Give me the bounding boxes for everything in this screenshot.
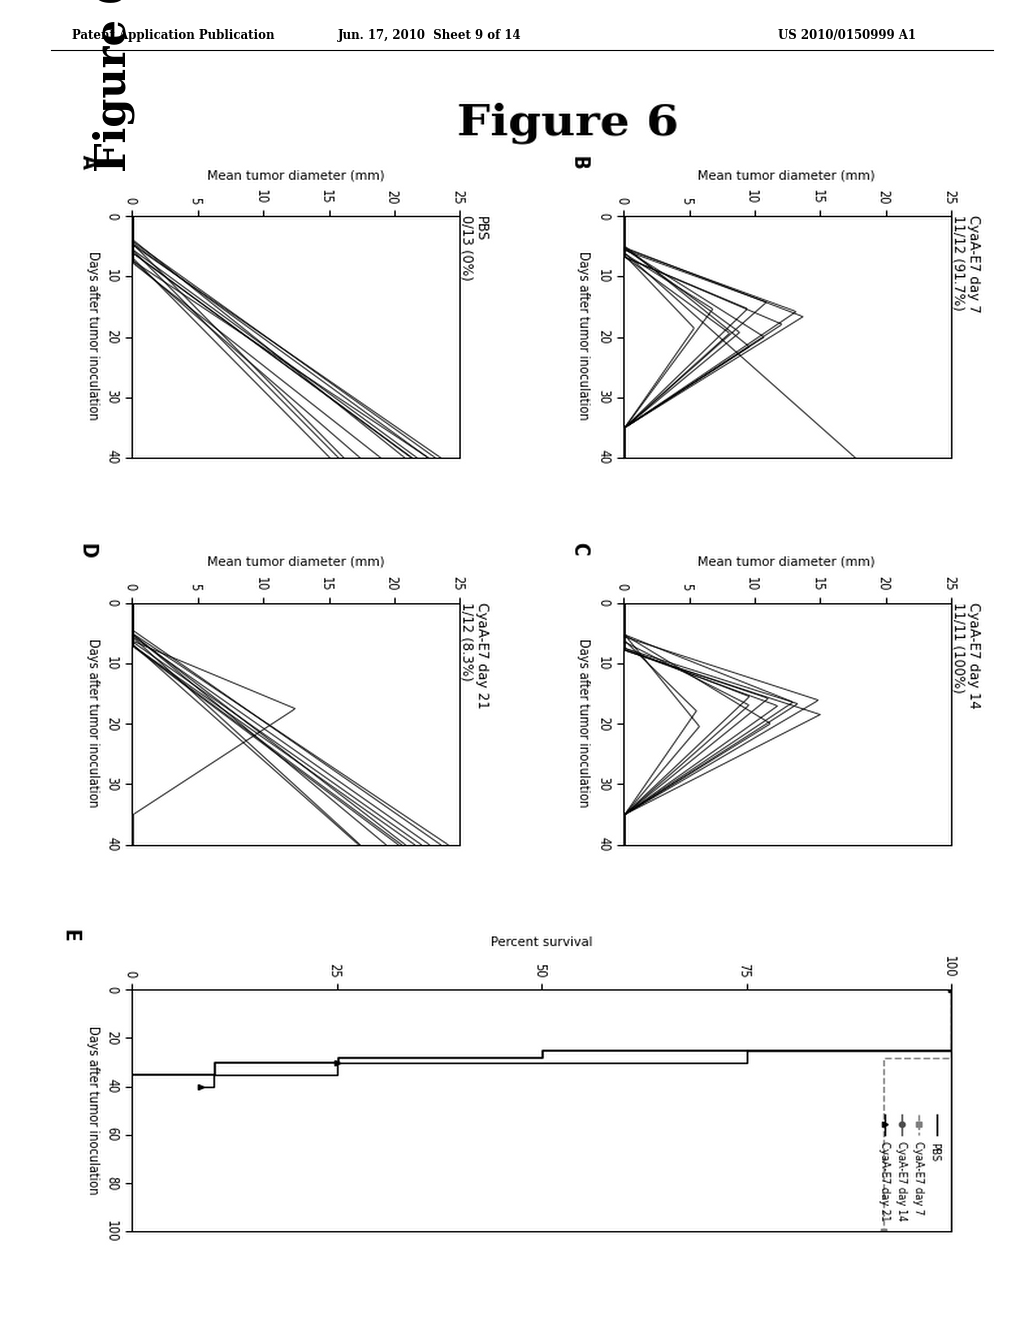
Text: Jun. 17, 2010  Sheet 9 of 14: Jun. 17, 2010 Sheet 9 of 14 xyxy=(338,29,522,42)
Text: US 2010/0150999 A1: US 2010/0150999 A1 xyxy=(778,29,916,42)
Text: Figure 6: Figure 6 xyxy=(92,0,135,172)
Text: Patent Application Publication: Patent Application Publication xyxy=(72,29,274,42)
